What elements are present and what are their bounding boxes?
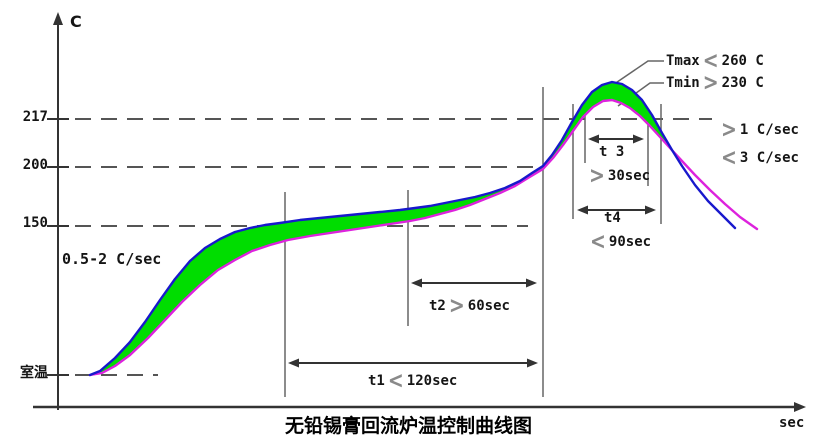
t4-value: 90sec xyxy=(608,234,652,250)
leader-line xyxy=(603,60,664,92)
y-tick-217: 217 xyxy=(22,109,48,125)
tmin-value: 230 C xyxy=(721,75,764,91)
tmax-label: Tmax xyxy=(666,53,700,69)
t4-label: t4 xyxy=(604,210,621,226)
arrowhead-icon xyxy=(411,278,422,288)
arrowhead-icon xyxy=(633,134,644,144)
cooling-min-annotation: > 1 C/sec xyxy=(721,116,799,143)
t4-constraint: < 90sec xyxy=(590,228,652,255)
arrowhead-icon xyxy=(288,358,299,368)
y-axis-arrow-icon xyxy=(53,12,63,25)
y-tick-200: 200 xyxy=(22,157,48,173)
chart-title: 无铅锡膏回流炉温控制曲线图 xyxy=(284,415,532,437)
less-than-icon: < xyxy=(590,228,606,255)
t2-constraint: t2 > 60sec xyxy=(429,292,510,319)
greater-than-icon: > xyxy=(448,292,465,319)
arrowhead-icon xyxy=(527,358,538,368)
y-axis-unit-label: C xyxy=(70,12,82,31)
cooling-max-annotation: < 3 C/sec xyxy=(721,144,799,171)
x-axis-unit-label: sec xyxy=(779,415,805,431)
t3-label: t 3 xyxy=(599,144,625,160)
cooling-max-value: 3 C/sec xyxy=(739,150,799,166)
t1-label: t1 xyxy=(368,373,385,389)
tmax-value: 260 C xyxy=(721,53,764,69)
x-axis-arrow-icon xyxy=(794,402,806,412)
y-tick-room-temp: 室温 xyxy=(20,365,48,381)
t3-value: 30sec xyxy=(607,168,651,184)
less-than-icon: < xyxy=(702,47,719,74)
cooling-min-value: 1 C/sec xyxy=(739,122,799,138)
tmin-label: Tmin xyxy=(666,75,700,91)
greater-than-icon: > xyxy=(721,116,737,143)
tmin-annotation: Tmin > 230 C xyxy=(666,69,764,96)
arrowhead-icon xyxy=(588,134,599,144)
t1-constraint: t1 < 120sec xyxy=(368,367,458,394)
preheat-ramp-rate-label: 0.5-2 C/sec xyxy=(62,250,162,268)
greater-than-icon: > xyxy=(702,69,719,96)
t1-value: 120sec xyxy=(406,373,458,389)
tmax-annotation: Tmax < 260 C xyxy=(666,47,764,74)
less-than-icon: < xyxy=(387,367,404,394)
arrowhead-icon xyxy=(577,205,588,215)
arrowhead-icon xyxy=(526,278,537,288)
greater-than-icon: > xyxy=(589,162,605,189)
t3-constraint: > 30sec xyxy=(589,162,651,189)
arrowhead-icon xyxy=(645,205,656,215)
upper-limit-curve xyxy=(88,80,737,377)
t2-label: t2 xyxy=(429,298,446,314)
y-tick-150: 150 xyxy=(22,215,48,231)
less-than-icon: < xyxy=(721,144,737,171)
t2-value: 60sec xyxy=(467,298,510,314)
lower-limit-curve xyxy=(88,98,759,377)
